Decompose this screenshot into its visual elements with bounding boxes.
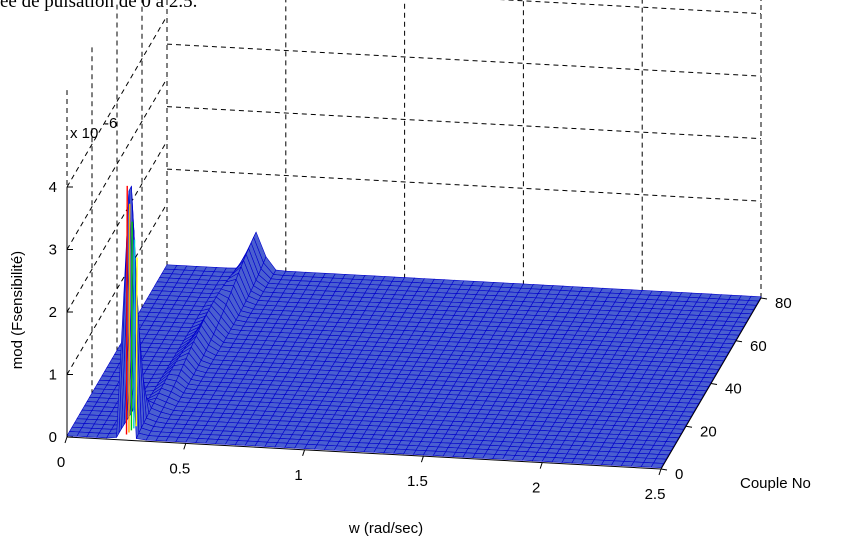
y-tick	[685, 425, 693, 428]
x-tick-label: 2	[532, 480, 540, 497]
x-tick	[420, 456, 424, 463]
grid-line-z-back	[166, 106, 762, 140]
peak-line	[125, 185, 128, 435]
z-exponent: x 10	[70, 125, 98, 142]
y-tick	[710, 383, 718, 385]
x-axis-label: w (rad/sec)	[348, 520, 423, 537]
peak-line	[130, 221, 133, 431]
grid-line-z-left	[66, 140, 168, 313]
y-axis-label: Couple No	[740, 475, 811, 492]
peak-line	[135, 257, 138, 427]
z-tick-label: 4	[49, 179, 57, 196]
z-tick-label: 3	[49, 242, 57, 259]
z-axis-label: mod (Fsensibilité)	[9, 251, 26, 369]
caption-text: ee de pulsation de 0 a 2.5.	[0, 0, 198, 12]
surface-cell	[650, 462, 665, 469]
x-tick	[539, 462, 543, 469]
y-tick-label: 0	[675, 466, 683, 483]
y-tick	[735, 340, 743, 343]
x-tick-label: 2.5	[645, 486, 666, 503]
grid-line-z-left	[66, 203, 168, 375]
z-tick-label: 0	[49, 429, 57, 446]
z-exponent-power: -6	[104, 115, 117, 132]
peak-line	[128, 203, 131, 433]
y-tick-label: 80	[775, 295, 792, 312]
z-tick-label: 1	[49, 367, 57, 384]
grid-line-z-back	[498, 0, 762, 15]
x-tick-label: 1.5	[407, 473, 428, 490]
x-tick	[64, 436, 68, 444]
y-tick-label: 60	[750, 338, 767, 355]
grid-line-z-back	[166, 43, 762, 77]
x-tick-label: 0.5	[169, 460, 190, 477]
axis-layer	[64, 186, 768, 476]
x-tick	[658, 468, 662, 476]
grid-line-z-left	[66, 78, 168, 250]
y-tick-label: 20	[700, 423, 717, 440]
grid-line-z-back	[166, 168, 762, 202]
x-tick-label: 1	[294, 467, 302, 484]
x-axis	[66, 436, 662, 470]
x-tick-label: 0	[57, 454, 65, 471]
surface-layer	[66, 185, 762, 469]
peak-line	[133, 239, 136, 429]
x-tick	[183, 443, 187, 450]
y-tick	[760, 297, 768, 300]
y-tick-label: 40	[725, 381, 742, 398]
grid-line-z-left	[66, 15, 168, 188]
x-tick	[302, 449, 306, 456]
z-tick-label: 2	[49, 304, 57, 321]
y-tick	[660, 468, 668, 471]
